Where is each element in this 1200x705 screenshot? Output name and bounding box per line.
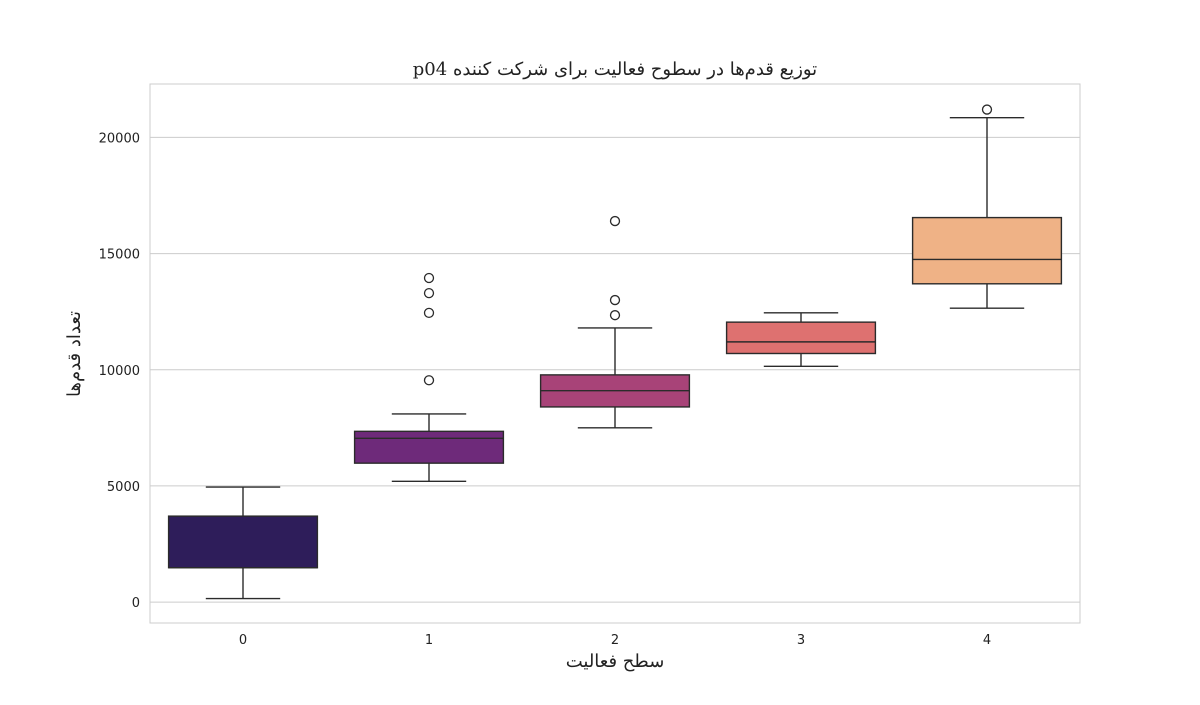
box-group-0 xyxy=(167,486,319,600)
x-tick-label: 2 xyxy=(611,633,619,648)
x-axis-label: سطح فعالیت xyxy=(566,651,665,672)
boxes xyxy=(167,104,1063,600)
outlier-point xyxy=(423,272,435,284)
box-group-4 xyxy=(911,104,1063,309)
y-tick-label: 20000 xyxy=(99,131,140,146)
box-group-2 xyxy=(539,215,691,429)
y-axis-label: تعداد قدم‌ها xyxy=(64,311,85,397)
axis-ticks: 0 5000 10000 15000 20000 0 1 2 3 4 xyxy=(99,131,992,648)
box-iqr xyxy=(725,321,877,355)
outlier-point xyxy=(981,104,993,115)
x-tick-label: 4 xyxy=(983,633,991,648)
chart-title: توزیع قدم‌ها در سطوح فعالیت برای شرکت کن… xyxy=(413,59,817,80)
box-group-1 xyxy=(353,272,505,482)
outlier-point xyxy=(609,294,621,306)
box-group-3 xyxy=(725,312,877,367)
y-tick-label: 10000 xyxy=(99,364,140,379)
y-tick-label: 5000 xyxy=(107,480,140,495)
outlier-point xyxy=(609,310,621,321)
box-iqr xyxy=(911,216,1063,285)
outlier-point xyxy=(423,287,435,299)
outlier-point xyxy=(423,375,435,386)
x-tick-label: 0 xyxy=(239,633,247,648)
outlier-point xyxy=(423,307,435,318)
y-tick-label: 0 xyxy=(132,596,140,611)
x-tick-label: 1 xyxy=(425,633,433,648)
plot-frame xyxy=(149,83,1081,624)
x-tick-label: 3 xyxy=(797,633,805,648)
y-tick-label: 15000 xyxy=(99,248,140,263)
box-iqr xyxy=(167,515,319,569)
outlier-point xyxy=(609,215,621,227)
box-iqr xyxy=(353,430,505,464)
